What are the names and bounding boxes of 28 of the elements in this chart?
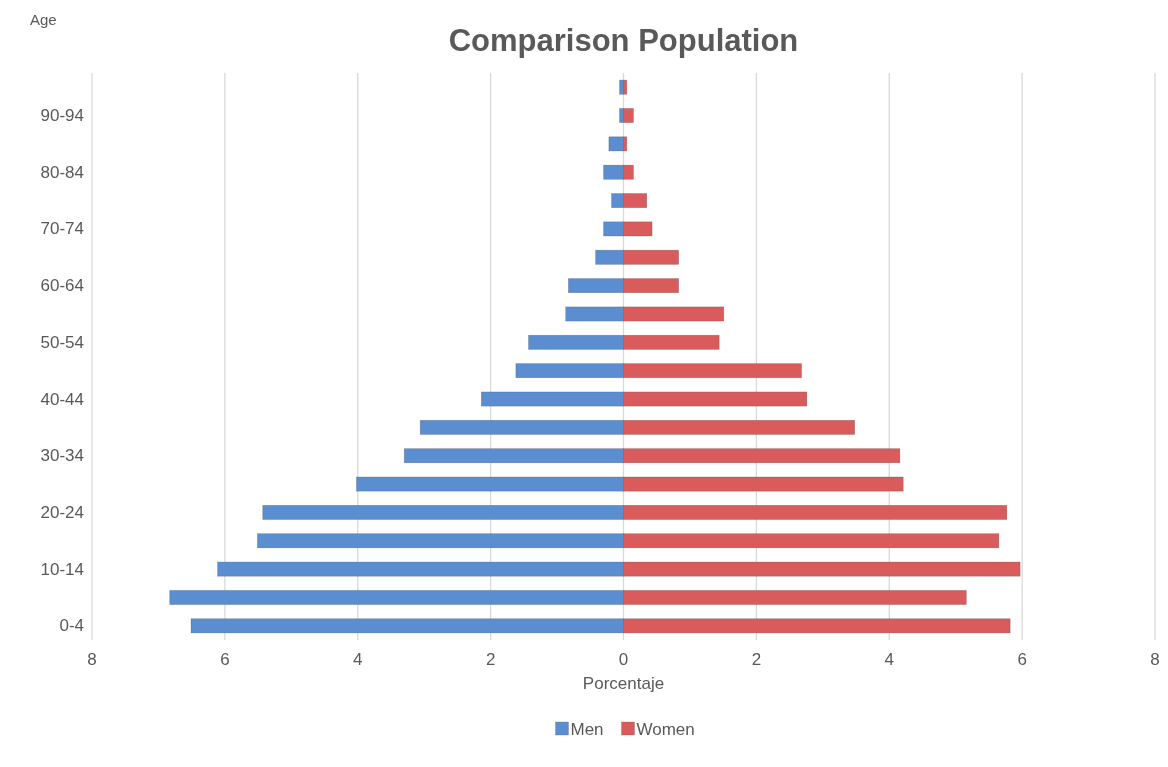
y-tick-label: 70-74 — [40, 219, 84, 239]
x-tick-label: 4 — [884, 649, 894, 669]
x-tick-label: 6 — [220, 649, 230, 669]
bar — [608, 136, 624, 152]
chart-title: Comparison Population — [448, 22, 799, 58]
x-tick-label: 4 — [353, 649, 363, 669]
bar — [619, 79, 624, 95]
y-tick-label: 30-34 — [40, 446, 84, 466]
bar — [623, 79, 628, 95]
y-tick-label: 20-24 — [40, 502, 84, 522]
y-tick-label: 0-4 — [59, 616, 84, 636]
x-axis-title: Porcentaje — [582, 673, 665, 693]
x-tick-label: 6 — [1017, 649, 1027, 669]
x-tick-label: 2 — [751, 649, 762, 669]
y-tick-label: 80-84 — [40, 162, 84, 182]
bar — [623, 108, 634, 123]
y-tick-label: 60-64 — [40, 276, 84, 296]
y-axis-title: Age — [30, 10, 57, 28]
y-tick-label: 50-54 — [40, 332, 84, 352]
x-tick-label: 2 — [485, 649, 496, 669]
legend-label: Women — [636, 719, 695, 739]
x-tick-label: 8 — [87, 649, 97, 669]
y-tick-label: 10-14 — [40, 559, 84, 579]
x-tick-label: 8 — [1150, 649, 1160, 669]
y-tick-label: 40-44 — [40, 389, 84, 409]
legend-label: Men — [570, 719, 604, 739]
x-tick-label: 0 — [618, 649, 629, 669]
y-tick-label: 90-94 — [40, 106, 84, 126]
